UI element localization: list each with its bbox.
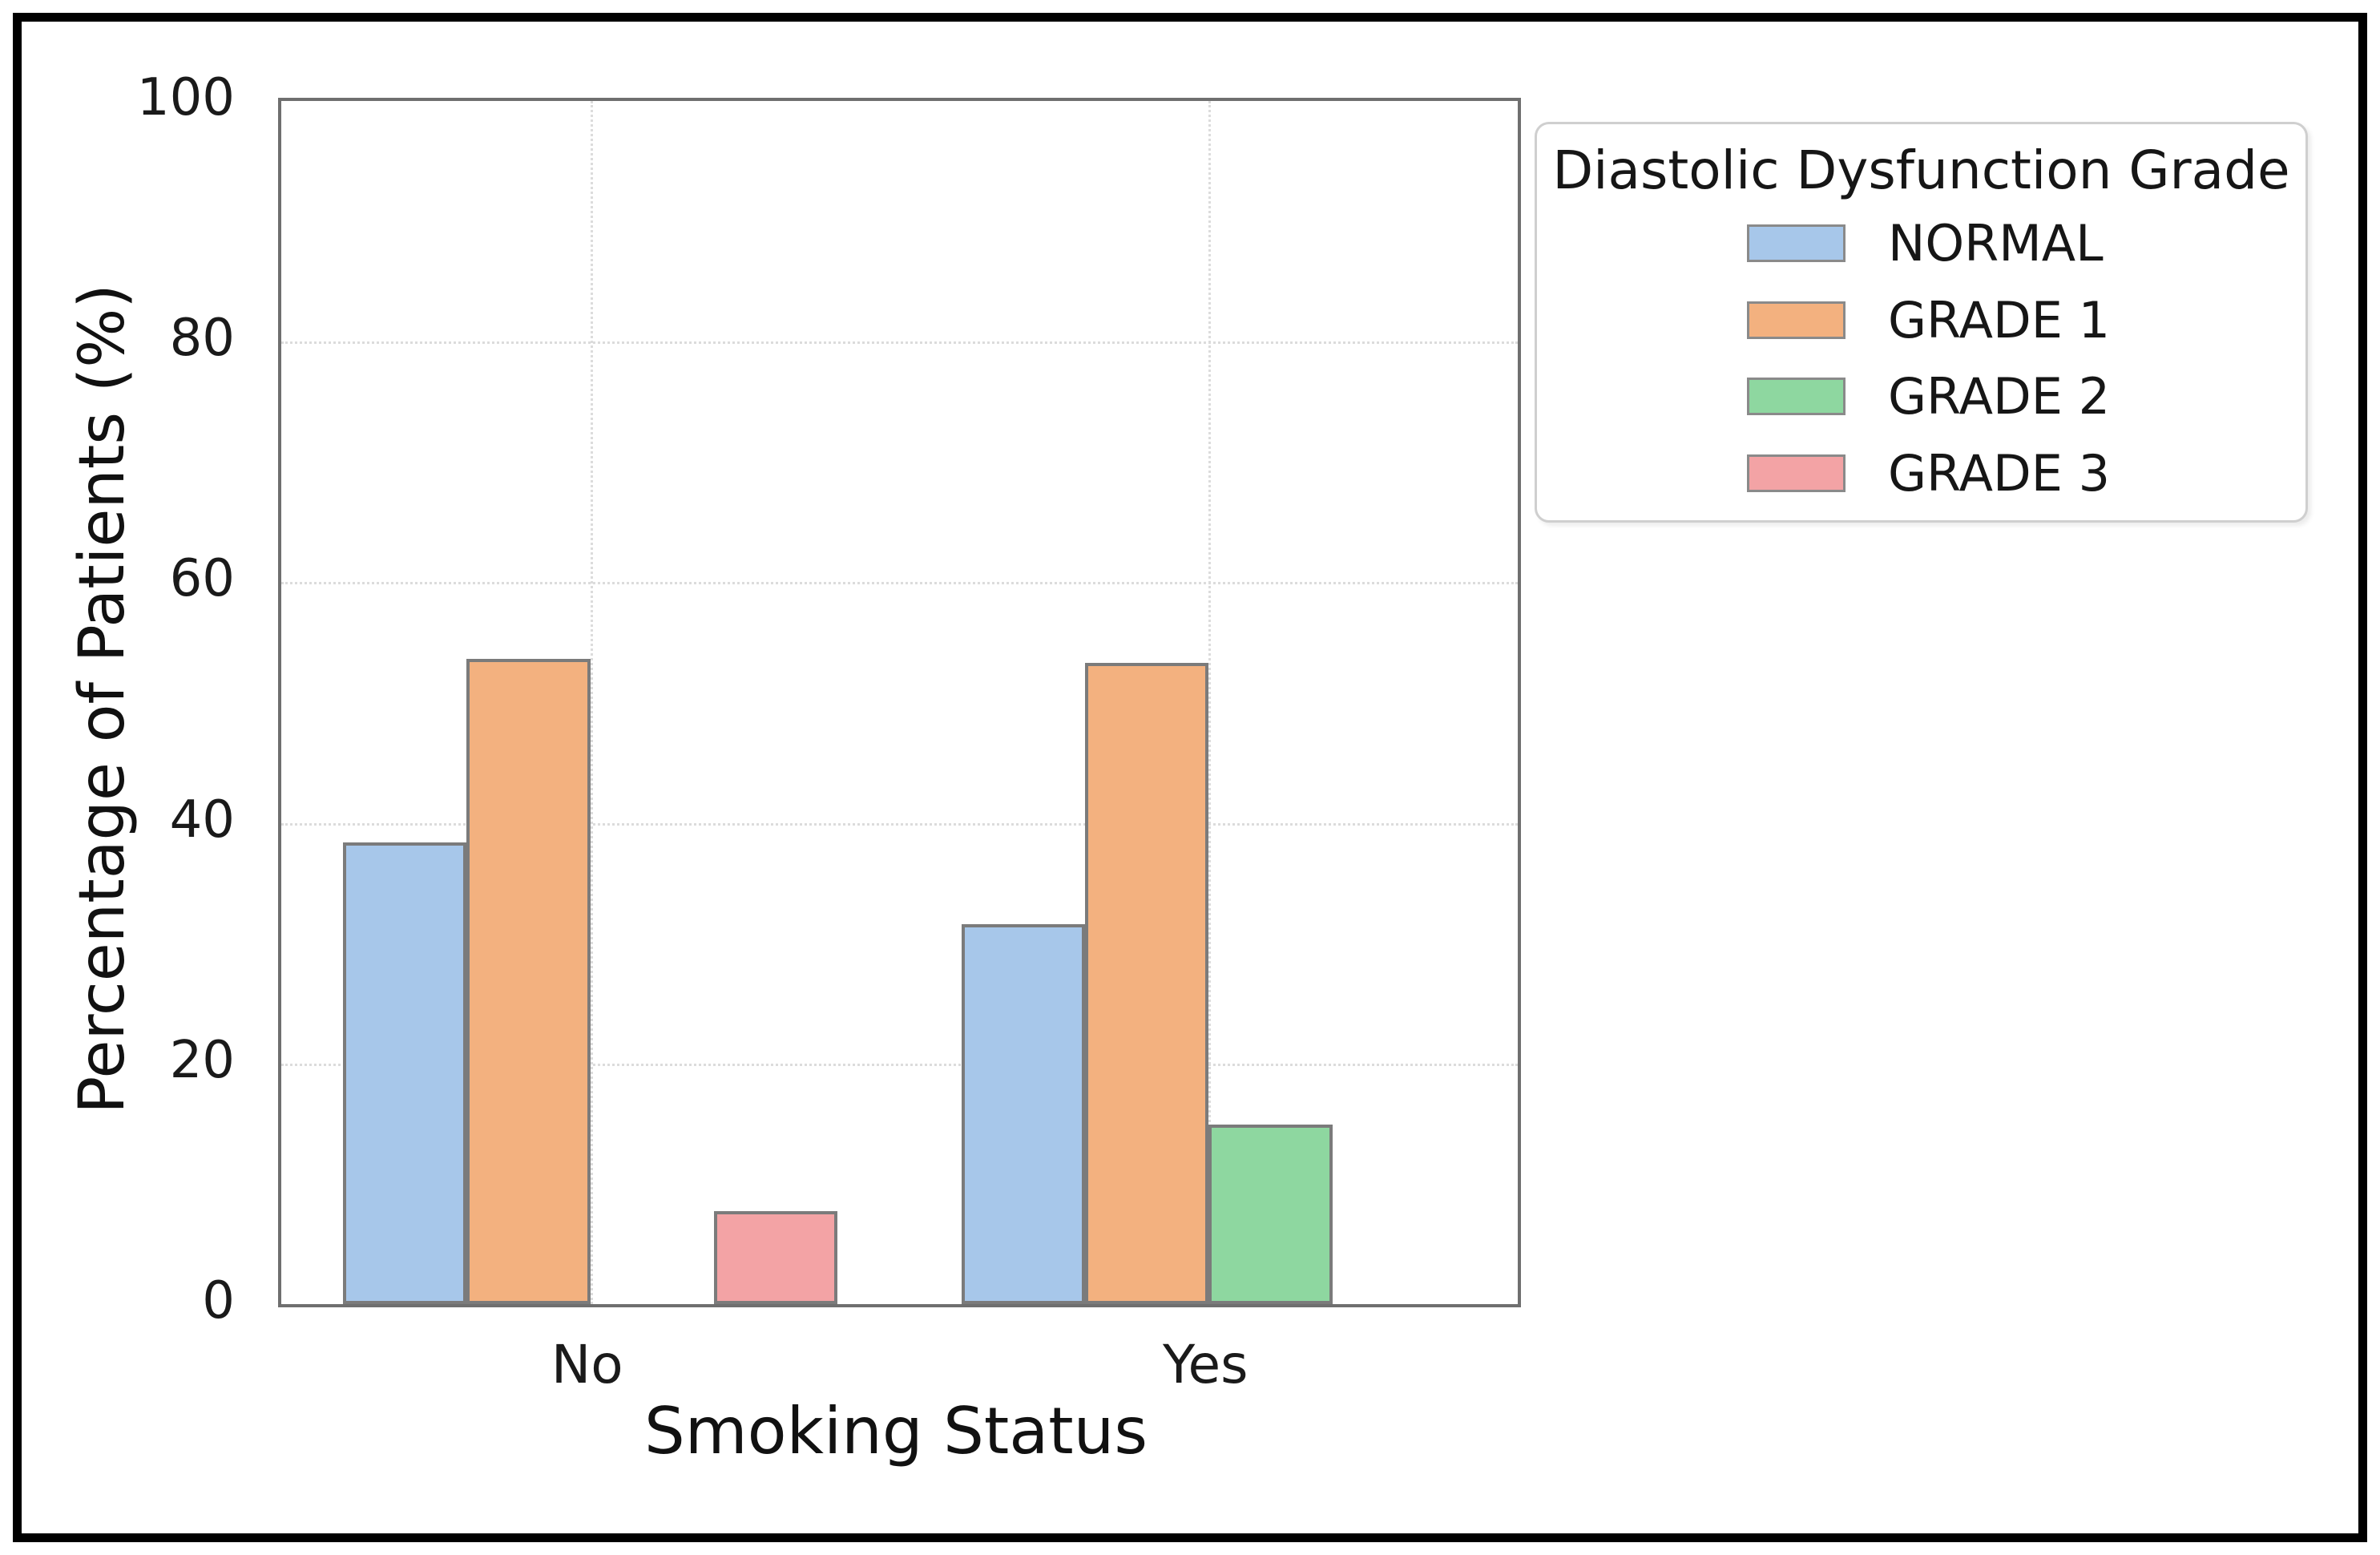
bar-grade-2-yes	[1208, 1125, 1333, 1304]
y-tick-label: 0	[202, 1271, 235, 1331]
plot-area	[278, 98, 1521, 1307]
legend-item-label: GRADE 2	[1888, 367, 2111, 426]
bar-grade-3-no	[714, 1211, 838, 1304]
x-tick-label: No	[551, 1334, 623, 1395]
bar-grade-1-yes	[1084, 662, 1209, 1304]
y-tick-label: 80	[169, 309, 235, 369]
x-tick-label: Yes	[1162, 1334, 1248, 1395]
y-tick-label: 100	[136, 68, 235, 127]
legend-swatch-grade-3	[1747, 454, 1846, 492]
bar-grade-1-no	[466, 659, 591, 1304]
figure-frame	[13, 13, 2367, 1542]
legend-swatch-grade-1	[1747, 301, 1846, 339]
horizontal-gridline	[281, 341, 1518, 345]
legend-swatch-normal	[1747, 224, 1846, 262]
y-axis-title: Percentage of Patients (%)	[67, 284, 139, 1114]
y-tick-label: 60	[169, 549, 235, 609]
legend-item-label: GRADE 1	[1888, 290, 2111, 349]
y-tick-label: 40	[169, 790, 235, 850]
horizontal-gridline	[281, 1063, 1518, 1066]
legend: Diastolic Dysfunction Grade NORMAL GRADE …	[1535, 122, 2308, 523]
horizontal-gridline	[281, 822, 1518, 826]
legend-swatch-grade-2	[1747, 378, 1846, 415]
horizontal-gridline	[281, 582, 1518, 585]
legend-title: Diastolic Dysfunction Grade	[1552, 139, 2290, 201]
legend-item-label: NORMAL	[1888, 214, 2104, 273]
x-axis-title: Smoking Status	[643, 1394, 1148, 1468]
bar-normal-no	[343, 842, 467, 1304]
legend-item-label: GRADE 3	[1888, 443, 2111, 503]
bar-normal-yes	[961, 923, 1085, 1304]
vertical-gridline	[590, 101, 593, 1304]
vertical-gridline	[1208, 101, 1212, 1304]
y-tick-label: 20	[169, 1030, 235, 1090]
